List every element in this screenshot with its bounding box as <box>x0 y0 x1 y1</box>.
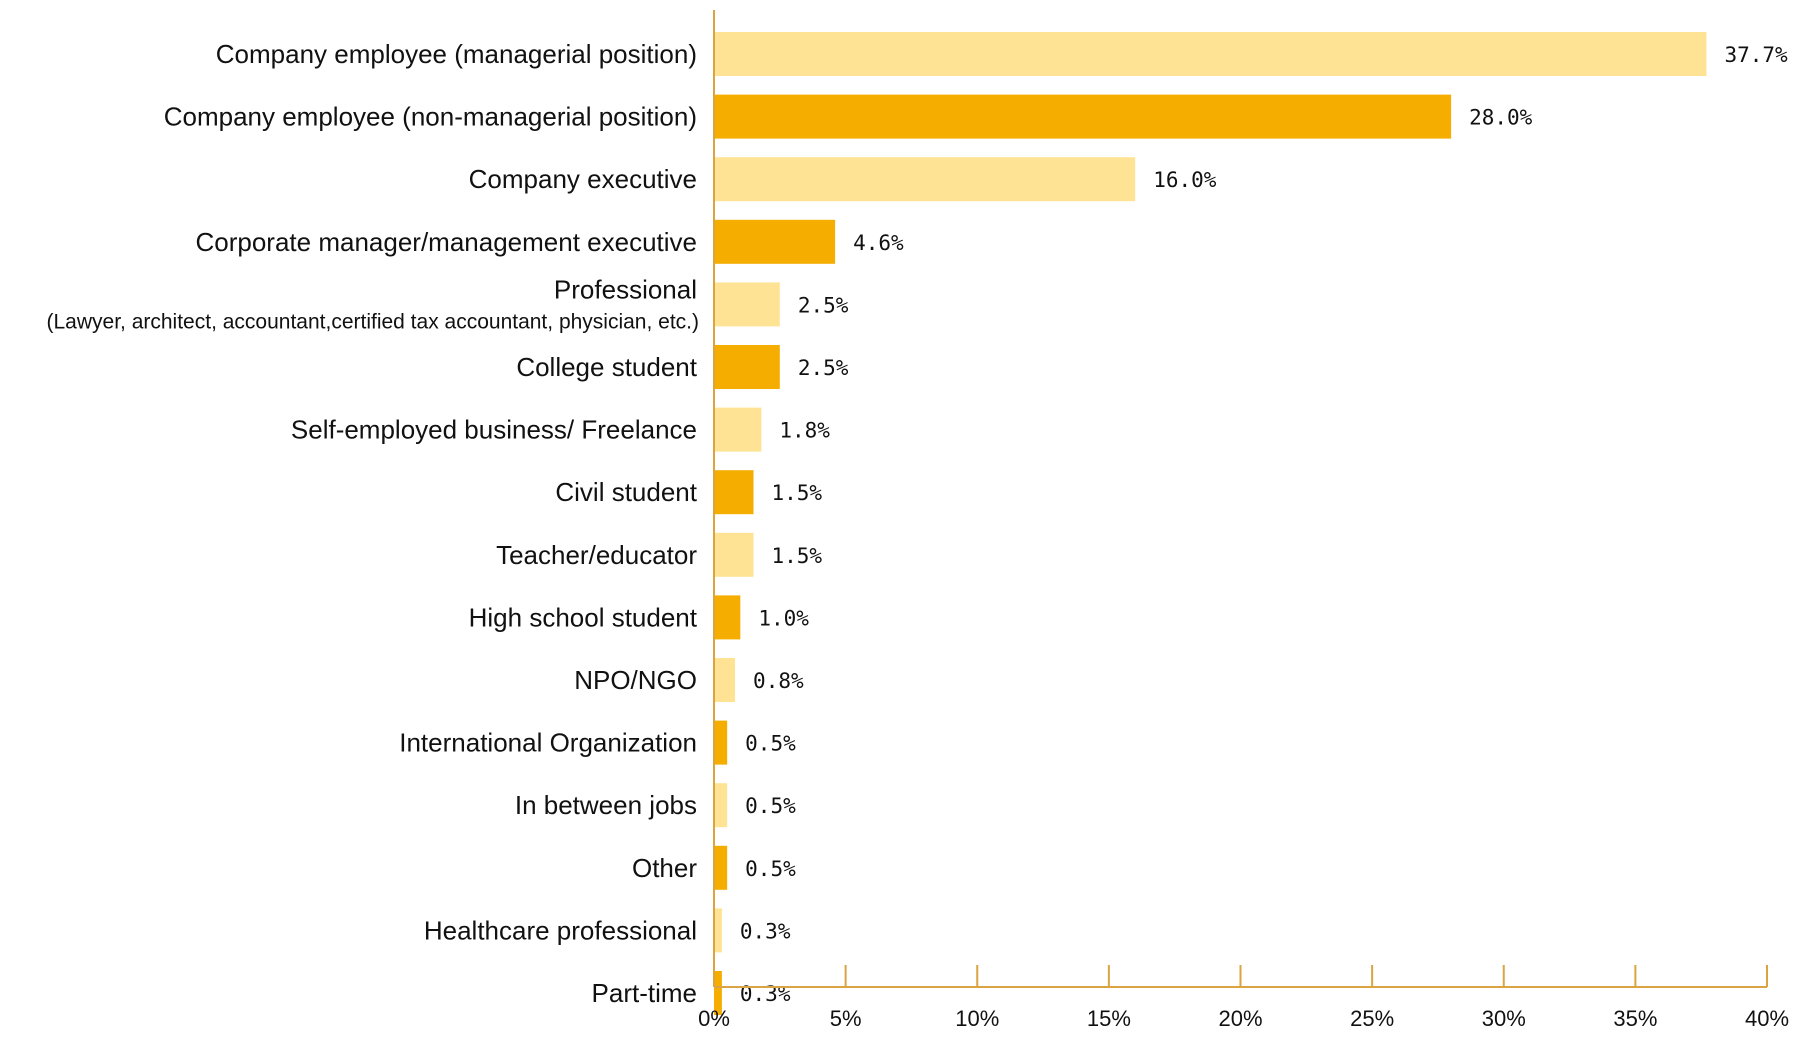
category-label: Other <box>632 853 697 883</box>
bar <box>714 658 736 702</box>
data-label: 0.3% <box>740 982 791 1006</box>
category-sublabel: (Lawyer, architect, accountant,certified… <box>47 310 700 333</box>
category-label: Corporate manager/management executive <box>195 227 697 257</box>
data-label: 0.5% <box>745 794 796 818</box>
category-label: NPO/NGO <box>574 665 697 695</box>
bar <box>714 219 836 264</box>
bar <box>714 720 728 765</box>
category-label: Company employee (managerial position) <box>216 39 697 69</box>
x-tick-label: 20% <box>1218 1006 1262 1031</box>
category-label: Part-time <box>592 978 697 1008</box>
data-label: 4.6% <box>853 231 904 255</box>
category-label: International Organization <box>399 728 697 758</box>
bar <box>714 94 1452 139</box>
bar <box>714 345 780 389</box>
category-labels: Company employee (managerial position) Co… <box>47 39 700 1008</box>
bar <box>714 595 741 640</box>
bar <box>714 971 722 1015</box>
x-tick-label: 0% <box>698 1006 730 1031</box>
x-tick-label: 40% <box>1745 1006 1789 1031</box>
x-tick-label: 10% <box>955 1006 999 1031</box>
bar <box>714 908 722 953</box>
data-label: 0.3% <box>740 919 791 943</box>
data-label: 37.7% <box>1724 43 1788 67</box>
x-tick-label: 35% <box>1613 1006 1657 1031</box>
category-label: Self-employed business/ Freelance <box>291 415 697 445</box>
data-label: 16.0% <box>1153 168 1217 192</box>
data-label: 28.0% <box>1469 106 1533 130</box>
data-label: 1.0% <box>758 606 809 630</box>
category-label: Company employee (non-managerial positio… <box>164 102 697 132</box>
category-label: Healthcare professional <box>424 915 697 945</box>
bars-layer: 37.7% 28.0% 16.0% 4.6% 2.5% 2.5% 1.8% 1.5% 1.5% 1… <box>714 32 1788 1015</box>
data-label: 1.5% <box>771 481 822 505</box>
category-label: Teacher/educator <box>496 540 697 570</box>
bar <box>714 532 754 577</box>
data-label: 2.5% <box>798 293 849 317</box>
x-tick-label: 15% <box>1087 1006 1131 1031</box>
data-label: 0.8% <box>753 669 804 693</box>
category-label: College student <box>516 352 697 382</box>
category-label: Civil student <box>555 477 697 507</box>
bar <box>714 470 754 515</box>
category-label: High school student <box>469 602 698 632</box>
bar <box>714 32 1707 76</box>
data-label: 0.5% <box>745 857 796 881</box>
category-label: In between jobs <box>515 790 697 820</box>
bar <box>714 282 780 327</box>
x-axis: 0% 5% 10% 15% 20% 25% 30% 35% 40% <box>698 10 1789 1031</box>
bar <box>714 407 762 452</box>
bar <box>714 783 728 828</box>
bar <box>714 845 728 890</box>
x-tick-label: 25% <box>1350 1006 1394 1031</box>
x-tick-label: 5% <box>830 1006 862 1031</box>
category-label: Professional <box>554 274 697 304</box>
data-label: 1.8% <box>779 419 830 443</box>
category-label: Company executive <box>469 164 697 194</box>
data-label: 2.5% <box>798 356 849 380</box>
x-tick-label: 30% <box>1482 1006 1526 1031</box>
bar <box>714 157 1136 202</box>
data-label: 0.5% <box>745 732 796 756</box>
data-label: 1.5% <box>771 544 822 568</box>
